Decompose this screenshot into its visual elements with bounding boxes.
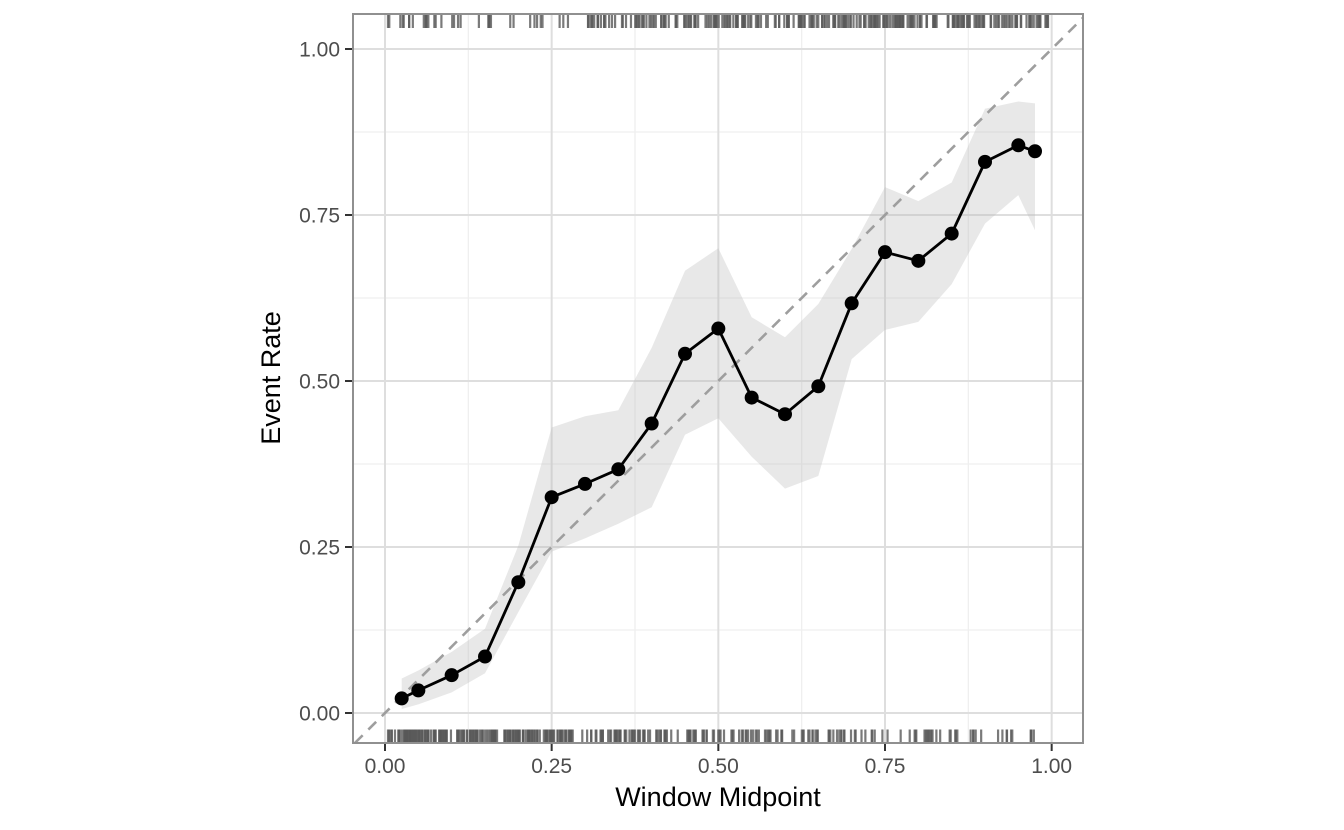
data-point [678,346,693,361]
data-point [444,668,459,683]
data-point [811,379,826,394]
y-tick-labels: 0.00 0.25 0.50 0.75 1.00 [299,39,340,726]
data-point [578,476,593,491]
confidence-ribbon-area [401,101,1035,709]
confidence-ribbon [401,101,1035,709]
data-point [778,407,793,422]
rug-bottom [386,729,1035,743]
x-axis-title: Window Midpoint [615,782,821,812]
x-tick-label: 0.75 [865,755,906,778]
data-point [611,462,626,477]
y-tick-label: 0.75 [299,205,340,228]
data-point [411,683,426,698]
identity-reference-line [353,16,1084,744]
data-point [1028,144,1043,159]
data-point [644,416,659,431]
data-point [978,154,993,169]
x-tick-label: 0.50 [698,755,739,778]
data-point [1011,138,1026,153]
x-tick-label: 1.00 [1031,755,1072,778]
data-point [844,296,859,311]
x-tick-labels: 0.00 0.25 0.50 0.75 1.00 [365,755,1073,778]
data-point [744,390,759,405]
y-tick-label: 1.00 [299,39,340,62]
axis-tick-marks [345,48,1053,751]
data-point [544,490,559,505]
data-point [944,226,959,241]
data-point [711,321,726,336]
y-tick-label: 0.25 [299,537,340,560]
event-rate-points [394,138,1043,706]
data-point [911,253,926,268]
panel-border-rect [352,13,1084,744]
y-tick-label: 0.00 [299,703,340,726]
panel-border [352,13,1084,744]
x-tick-label: 0.00 [365,755,406,778]
data-point [878,245,893,260]
y-axis-title: Event Rate [256,311,286,445]
data-point [478,649,493,664]
x-tick-label: 0.25 [531,755,572,778]
data-point [511,575,526,590]
rug-top [386,14,1050,28]
data-point [394,691,409,706]
dashed-diagonal [353,16,1084,744]
y-tick-label: 0.50 [299,371,340,394]
